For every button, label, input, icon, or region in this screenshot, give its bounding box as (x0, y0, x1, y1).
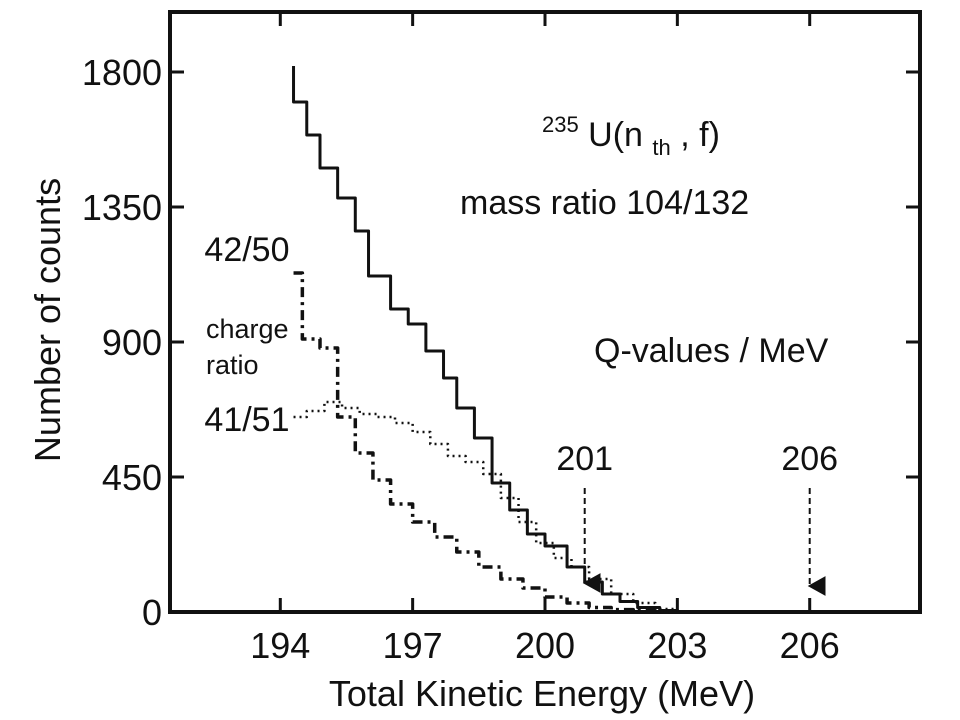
y-axis-title: Number of counts (27, 178, 68, 462)
annotation-layer: 235 U(n th , f) mass ratio 104/132 charg… (204, 102, 838, 596)
mass-ratio-label: mass ratio 104/132 (460, 184, 749, 222)
y-tick-label: 0 (142, 592, 162, 633)
x-tick-label: 206 (780, 625, 840, 666)
series-label-42-50: 42/50 (204, 231, 289, 269)
reaction-subscript: th (652, 135, 670, 160)
y-tick-label: 450 (102, 457, 162, 498)
x-tick-label: 200 (515, 625, 575, 666)
x-axis-title: Total Kinetic Energy (MeV) (329, 673, 755, 714)
x-tick-label: 194 (250, 625, 310, 666)
series-line-dotted (293, 400, 679, 612)
plot-frame (168, 10, 922, 614)
q-value-label: 206 (781, 440, 838, 478)
q-values-label: Q-values / MeV (594, 332, 829, 370)
series-line-solid (292, 66, 679, 612)
series-layer (292, 66, 680, 614)
reaction-main: U(n (588, 116, 643, 154)
q-value-label: 201 (556, 440, 613, 478)
y-tick-label: 1350 (82, 187, 162, 228)
tick-layer: 194 197 200 203 206 0 450 900 1350 1800 (82, 12, 920, 666)
reaction-label: 235 U(n th , f) (542, 102, 720, 163)
series-line-dash-dot (293, 271, 680, 614)
reaction-mass-number: 235 (542, 112, 579, 137)
y-tick-label: 1800 (82, 52, 162, 93)
series-label-41-51: 41/51 (204, 401, 289, 439)
x-tick-label: 203 (647, 625, 707, 666)
reaction-suffix: , f) (680, 116, 720, 154)
y-tick-label: 900 (102, 322, 162, 363)
x-tick-label: 197 (383, 625, 443, 666)
charge-label-line1: charge (206, 314, 289, 344)
charge-label-line2: ratio (206, 350, 259, 380)
